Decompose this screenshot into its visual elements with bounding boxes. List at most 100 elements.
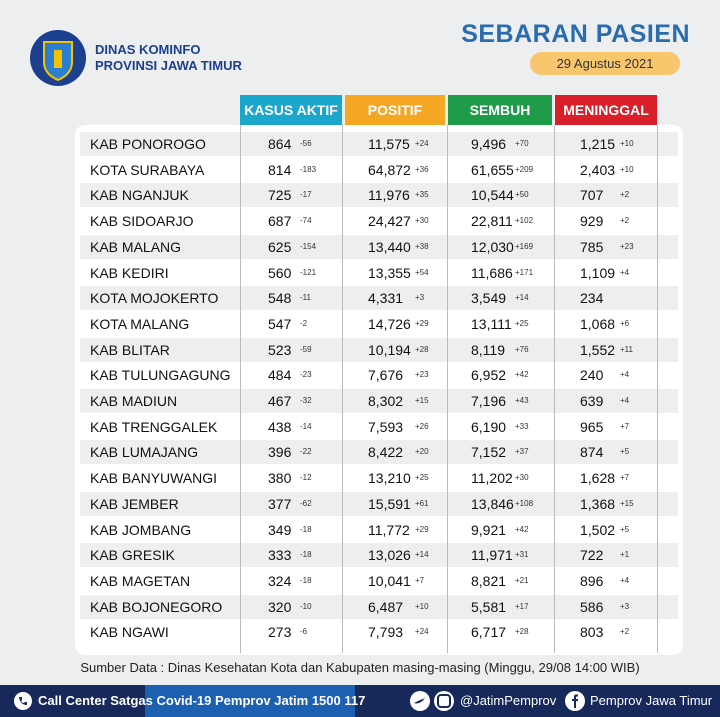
daily-change: +4	[620, 575, 630, 585]
daily-change: -56	[300, 139, 312, 148]
count: 8,119	[471, 341, 505, 358]
daily-change: -6	[300, 627, 308, 637]
count: 965	[580, 418, 604, 435]
count: 4,331	[368, 290, 404, 307]
count: 707	[580, 187, 604, 204]
count: 8,821	[471, 572, 507, 589]
count: 1,502	[580, 521, 616, 538]
count: 1,552	[580, 341, 616, 358]
count: 349	[268, 521, 292, 538]
count: 722	[580, 547, 604, 564]
social-handle: @JatimPemprov	[460, 693, 557, 708]
region-name: KAB MALANG	[90, 238, 182, 255]
count: 874	[580, 444, 604, 461]
daily-change: +2	[620, 627, 630, 637]
count: 687	[268, 213, 292, 230]
region-name: KOTA SURABAYA	[90, 161, 205, 178]
social-icons	[410, 691, 454, 711]
count: 11,772	[368, 521, 410, 538]
count: 929	[580, 213, 604, 230]
table-row: KAB NGANJUK 725 -17 11,976 +35 10,544 +50 707 +2	[80, 183, 678, 208]
region-name: KAB NGAWI	[90, 624, 169, 641]
count: 10,194	[368, 341, 411, 358]
count: 24,427	[368, 213, 411, 230]
daily-change: -154	[300, 241, 317, 251]
count: 10,041	[368, 572, 411, 589]
table-row: KAB JOMBANG 349 -18 11,772 +29 9,921 +42 1,502 +…	[80, 517, 678, 542]
count: 6,717	[471, 624, 507, 641]
daily-change: +31	[515, 550, 529, 560]
daily-change: +29	[415, 524, 429, 534]
count: 896	[580, 572, 604, 589]
count: 6,952	[471, 367, 507, 384]
daily-change: +76	[515, 344, 529, 354]
daily-change: +70	[515, 139, 529, 148]
daily-change: +25	[415, 473, 429, 483]
daily-change: -22	[300, 447, 312, 457]
daily-change: +171	[515, 267, 534, 277]
daily-change: -18	[300, 524, 312, 534]
daily-change: -2	[300, 318, 308, 328]
count: 13,440	[368, 238, 411, 255]
table-row: KAB TULUNGAGUNG 484 -23 7,676 +23 6,952 +42 240…	[80, 363, 678, 388]
daily-change: +20	[415, 447, 429, 457]
column-header: MENINGGAL	[555, 95, 657, 125]
count: 396	[268, 444, 292, 461]
daily-change: +35	[415, 190, 429, 200]
count: 438	[268, 418, 292, 435]
daily-change: +29	[415, 318, 429, 328]
count: 14,726	[368, 315, 411, 332]
count: 324	[268, 572, 292, 589]
region-name: KAB JEMBER	[90, 495, 179, 512]
count: 6,487	[368, 598, 404, 615]
daily-change: +33	[515, 421, 529, 431]
source-note: Sumber Data : Dinas Kesehatan Kota dan K…	[80, 660, 640, 675]
daily-change: +6	[620, 318, 630, 328]
count: 6,190	[471, 418, 507, 435]
daily-change: +10	[620, 139, 634, 148]
daily-change: +169	[515, 241, 534, 251]
daily-change: +10	[620, 164, 634, 174]
daily-change: +7	[620, 473, 630, 483]
count: 547	[268, 315, 292, 332]
daily-change: +2	[620, 190, 630, 200]
date: 29 Agustus 2021	[530, 52, 680, 75]
daily-change: +23	[415, 370, 429, 380]
count: 7,793	[368, 624, 404, 641]
org-line: DINAS KOMINFO	[95, 42, 201, 57]
count: 13,026	[368, 547, 411, 564]
column-header: SEMBUH	[448, 95, 552, 125]
table-row: KAB KEDIRI 560 -121 13,355 +54 11,686 +171 1,10…	[80, 260, 678, 285]
count: 13,355	[368, 264, 411, 281]
column-separator	[342, 125, 343, 653]
call-center: Call Center Satgas Covid-19 Pemprov Jati…	[38, 693, 366, 708]
daily-change: +1	[620, 550, 630, 560]
region-name: KAB TRENGGALEK	[90, 418, 218, 435]
daily-change: +15	[415, 396, 429, 405]
count: 1,068	[580, 315, 616, 332]
daily-change: -18	[300, 550, 312, 560]
daily-change: +28	[515, 627, 529, 637]
count: 7,676	[368, 367, 404, 384]
daily-change: +14	[515, 293, 529, 303]
table-row: KAB MAGETAN 324 -18 10,041 +7 8,821 +21 896 +4	[80, 568, 678, 593]
count: 9,496	[471, 136, 507, 152]
daily-change: +4	[620, 396, 630, 405]
daily-change: -10	[300, 601, 312, 611]
daily-change: +10	[415, 601, 429, 611]
daily-change: -183	[300, 164, 317, 174]
count: 7,593	[368, 418, 404, 435]
daily-change: -12	[300, 473, 312, 483]
region-name: KAB JOMBANG	[90, 521, 192, 538]
region-name: KOTA MALANG	[90, 315, 190, 332]
count: 484	[268, 367, 292, 384]
facebook-name: Pemprov Jawa Timur	[590, 693, 713, 708]
count: 1,215	[580, 136, 616, 152]
daily-change: +23	[620, 241, 634, 251]
count: 377	[268, 495, 292, 512]
count: 380	[268, 470, 292, 487]
daily-change: -11	[300, 293, 311, 303]
daily-change: +42	[515, 524, 529, 534]
count: 7,196	[471, 393, 507, 409]
table-row: KAB SIDOARJO 687 -74 24,427 +30 22,811 +102 929…	[80, 209, 678, 234]
